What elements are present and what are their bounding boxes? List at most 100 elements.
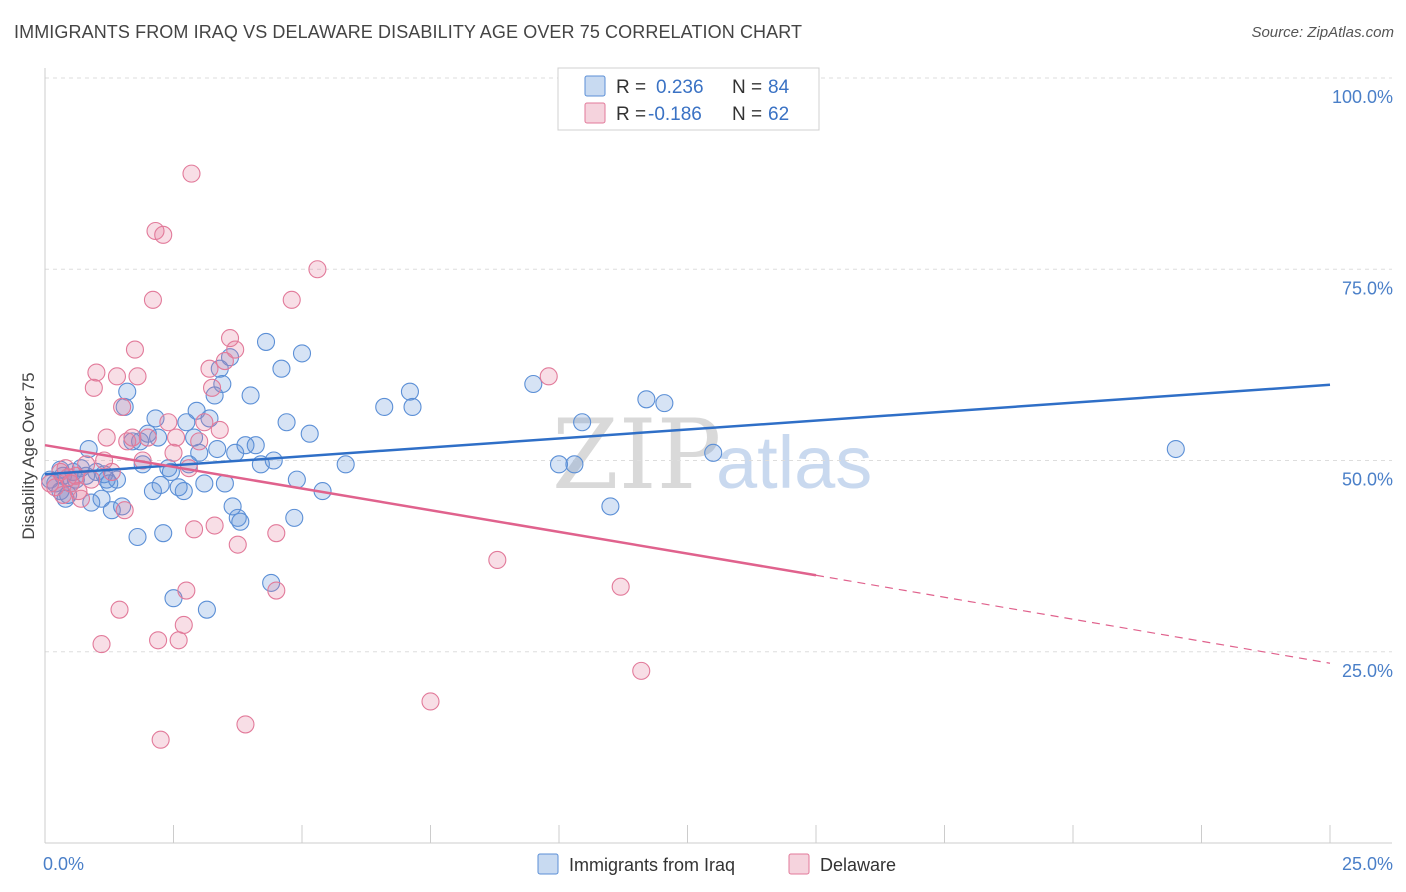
data-point-delaware (226, 340, 245, 359)
series-delaware (41, 164, 651, 749)
y-axis-label: Disability Age Over 75 (19, 372, 38, 539)
y-tick-label: 100.0% (1332, 87, 1393, 107)
legend-n-label: N = (732, 104, 762, 125)
data-point-delaware (185, 520, 204, 539)
data-point-iraq (277, 413, 296, 432)
legend-r-label: R = (616, 77, 646, 98)
data-point-delaware (82, 470, 101, 489)
watermark-atlas: atlas (716, 421, 872, 504)
data-point-delaware (125, 340, 144, 359)
y-tick-label: 25.0% (1342, 661, 1393, 681)
data-point-delaware (220, 329, 240, 348)
data-point-delaware (159, 413, 178, 432)
data-point-iraq (79, 439, 98, 459)
legend-swatch-delaware (584, 102, 606, 124)
data-point-delaware (123, 428, 142, 447)
data-point-iraq (655, 394, 674, 413)
x-tick-label: 0.0% (43, 854, 84, 874)
data-point-delaware (149, 631, 168, 650)
data-point-iraq (1166, 439, 1185, 459)
data-point-iraq (300, 424, 319, 443)
data-point-iraq (375, 397, 394, 417)
data-point-delaware (267, 524, 286, 543)
axes (44, 68, 1392, 844)
data-point-iraq (264, 451, 283, 470)
trend-lines (44, 383, 1331, 664)
legend-swatch-iraq (584, 75, 606, 97)
data-point-iraq (241, 386, 260, 405)
y-tick-label: 75.0% (1342, 278, 1393, 298)
data-point-iraq (403, 397, 422, 417)
data-point-delaware (113, 397, 132, 417)
data-point-iraq (177, 413, 196, 432)
legend-bottom: Immigrants from Iraq Delaware (537, 853, 896, 875)
data-point-delaware (154, 225, 173, 244)
data-point-iraq (336, 455, 355, 474)
legend-label-delaware: Delaware (820, 855, 896, 875)
data-point-delaware (177, 581, 196, 600)
data-point-delaware (210, 420, 229, 439)
data-point-delaware (115, 501, 134, 520)
data-point-delaware (143, 290, 162, 309)
tick-labels: 25.0% 50.0% 75.0% 100.0% 0.0% 25.0% (43, 87, 1393, 874)
legend-r-value: 0.236 (656, 77, 704, 98)
data-point-delaware (138, 428, 157, 447)
data-point-iraq (82, 493, 101, 512)
source-label: Source: ZipAtlas.com (1251, 24, 1394, 41)
legend-label-iraq: Immigrants from Iraq (569, 855, 735, 875)
data-point-delaware (539, 367, 558, 386)
data-point-delaware (308, 260, 327, 279)
data-point-iraq (236, 436, 255, 455)
data-point-iraq (285, 508, 304, 527)
data-point-delaware (71, 489, 91, 508)
data-point-delaware (200, 359, 219, 378)
data-point-iraq (149, 428, 168, 447)
data-point-iraq (637, 390, 656, 409)
data-point-iraq (197, 600, 216, 619)
data-point-iraq (213, 374, 232, 394)
trend-line-iraq (44, 383, 1331, 476)
data-point-delaware (282, 290, 301, 309)
data-point-delaware (92, 635, 111, 654)
data-point-iraq (565, 455, 584, 474)
data-point-iraq (208, 439, 227, 459)
data-point-delaware (167, 428, 186, 447)
x-tick-label: 25.0% (1342, 854, 1393, 874)
data-point-delaware (164, 443, 183, 462)
gridlines (45, 77, 1392, 653)
legend-r-label: R = (616, 104, 646, 125)
data-point-delaware (151, 730, 170, 749)
data-point-iraq (195, 474, 214, 493)
data-point-iraq (174, 482, 193, 501)
data-point-iraq (151, 475, 170, 495)
data-point-iraq (138, 424, 157, 443)
data-point-iraq (118, 382, 137, 401)
legend-r-value: -0.186 (648, 104, 702, 125)
data-point-iraq (573, 413, 592, 432)
watermark-zip: ZIP (552, 399, 721, 511)
data-point-delaware (87, 363, 106, 382)
data-point-delaware (84, 378, 103, 397)
data-point-iraq (256, 332, 276, 351)
legend-n-label: N = (732, 77, 762, 98)
data-point-delaware (169, 631, 188, 650)
y-tick-label: 50.0% (1342, 470, 1393, 490)
trend-line-delaware-extension (815, 574, 1331, 664)
data-point-iraq (601, 497, 620, 516)
data-point-delaware (190, 432, 209, 451)
data-point-iraq (292, 344, 312, 363)
data-point-iraq (128, 527, 147, 547)
data-point-iraq (154, 524, 173, 543)
data-point-iraq (400, 382, 419, 401)
data-point-iraq (123, 432, 142, 451)
trend-line-delaware (44, 443, 817, 577)
data-point-iraq (272, 359, 291, 378)
data-point-delaware (110, 600, 129, 619)
data-point-iraq (102, 501, 121, 520)
chart-title: IMMIGRANTS FROM IRAQ VS DELAWARE DISABIL… (14, 22, 803, 42)
data-point-delaware (195, 413, 214, 432)
data-point-delaware (203, 378, 222, 397)
legend-swatch-delaware (788, 853, 810, 875)
data-point-delaware (228, 535, 247, 554)
